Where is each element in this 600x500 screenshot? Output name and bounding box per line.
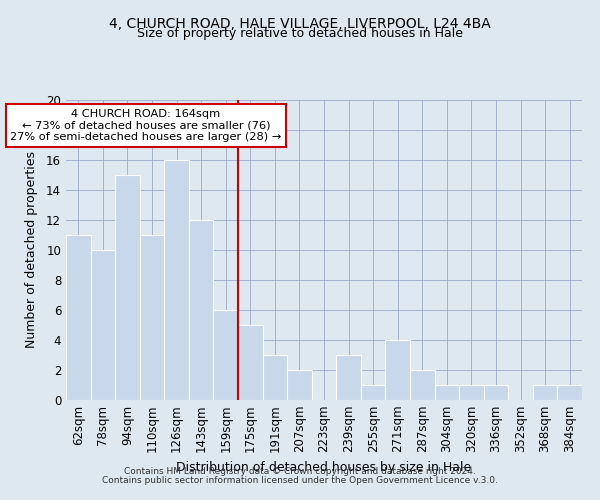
Y-axis label: Number of detached properties: Number of detached properties [25,152,38,348]
Bar [287,370,312,400]
Bar [189,220,214,400]
Bar [533,385,557,400]
Bar [140,235,164,400]
Bar [214,310,238,400]
Bar [91,250,115,400]
Bar [459,385,484,400]
Text: Size of property relative to detached houses in Hale: Size of property relative to detached ho… [137,28,463,40]
Bar [164,160,189,400]
Text: 4 CHURCH ROAD: 164sqm
← 73% of detached houses are smaller (76)
27% of semi-deta: 4 CHURCH ROAD: 164sqm ← 73% of detached … [10,109,281,142]
Text: Contains public sector information licensed under the Open Government Licence v.: Contains public sector information licen… [102,476,498,485]
X-axis label: Distribution of detached houses by size in Hale: Distribution of detached houses by size … [176,461,472,474]
Bar [263,355,287,400]
Bar [434,385,459,400]
Bar [410,370,434,400]
Bar [115,175,140,400]
Text: 4, CHURCH ROAD, HALE VILLAGE, LIVERPOOL, L24 4BA: 4, CHURCH ROAD, HALE VILLAGE, LIVERPOOL,… [109,18,491,32]
Bar [385,340,410,400]
Bar [66,235,91,400]
Bar [336,355,361,400]
Bar [557,385,582,400]
Bar [238,325,263,400]
Bar [361,385,385,400]
Text: Contains HM Land Registry data © Crown copyright and database right 2024.: Contains HM Land Registry data © Crown c… [124,467,476,476]
Bar [484,385,508,400]
